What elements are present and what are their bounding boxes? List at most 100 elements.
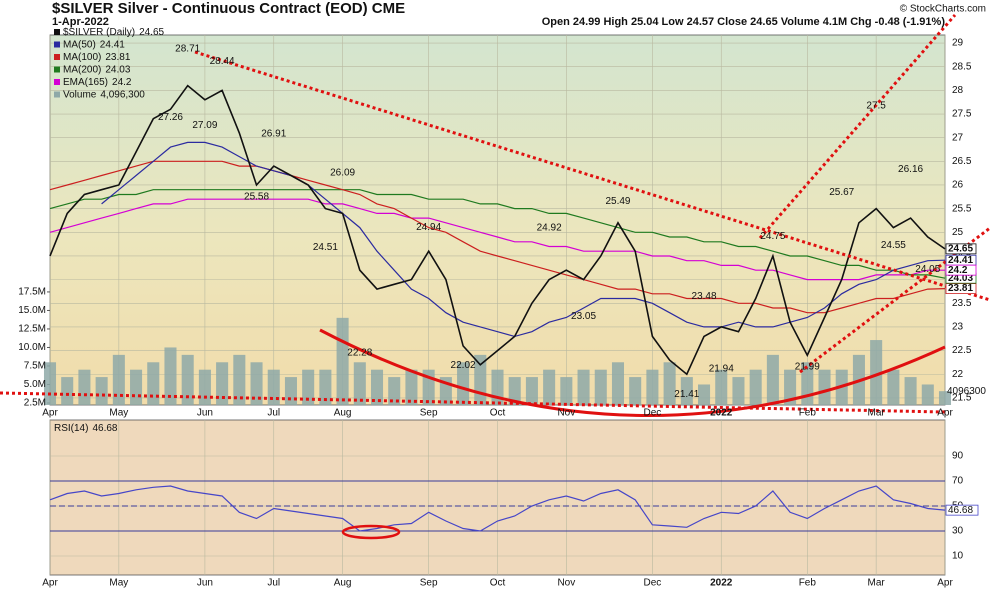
pivot-label: 21.99: [795, 361, 820, 372]
volume-bar: [457, 362, 470, 405]
x-tick-label: Jul: [267, 408, 280, 419]
volume-bar: [938, 391, 952, 405]
pivot-label: 24.94: [416, 222, 441, 233]
legend-entry: MA(50) 24.41: [63, 39, 125, 50]
x-tick-label: Feb: [799, 578, 817, 589]
legend-value: 4,096,300: [100, 89, 145, 100]
chart-date: 1-Apr-2022: [52, 16, 109, 28]
volume-bar: [181, 354, 194, 405]
series-line: [49, 160, 946, 314]
volume-bar: [680, 377, 693, 405]
volume-bar: [543, 369, 556, 405]
x-tick-label: Apr: [42, 578, 58, 589]
volume-bar: [164, 347, 177, 405]
legend-swatch: [54, 41, 60, 48]
volume-bar: [147, 362, 160, 405]
x-tick-label: Jun: [197, 578, 213, 589]
pivot-label: 21.94: [709, 364, 734, 375]
volume-bar: [267, 369, 280, 405]
value-box-label: 24.03: [948, 273, 973, 284]
y-tick-label: 21.5: [952, 393, 972, 404]
pivot-label: 28.71: [175, 43, 200, 54]
x-tick-label: Dec: [644, 408, 662, 419]
trend-line: [194, 50, 990, 302]
legend-name: MA(100): [63, 52, 101, 63]
value-box-label: 24.41: [948, 255, 973, 266]
volume-bar: [353, 362, 366, 405]
x-tick-label: Sep: [420, 578, 438, 589]
series-line: [49, 189, 946, 279]
rounding-arc: [319, 328, 946, 417]
y-tick-label: 15.0M: [18, 305, 46, 316]
pivot-label: 24.92: [537, 223, 562, 234]
volume-bar: [216, 362, 229, 405]
y-tick-label: 29: [952, 38, 964, 49]
volume-bar: [870, 340, 883, 405]
pivot-label: 24.55: [881, 240, 906, 251]
legend-value: 24.41: [100, 39, 125, 50]
volume-bar: [336, 317, 349, 405]
volume-bar: [887, 369, 900, 405]
rsi-highlight: [341, 524, 401, 540]
volume-bar: [233, 354, 246, 405]
volume-bar: [732, 377, 745, 405]
y-tick-label: 26: [952, 180, 964, 191]
pivot-label: 27.09: [192, 120, 217, 131]
rsi-name: RSI(14): [54, 423, 88, 434]
chart-title: $SILVER Silver - Continuous Contract (EO…: [52, 0, 405, 17]
volume-bar: [766, 354, 779, 405]
x-tick-label: Nov: [557, 408, 575, 419]
legend-swatch: [54, 91, 60, 98]
volume-bar: [61, 377, 74, 405]
x-tick-label: Dec: [644, 578, 662, 589]
x-tick-label: Mar: [868, 578, 886, 589]
legend-value: 23.81: [105, 52, 130, 63]
volume-bar: [302, 369, 315, 405]
x-tick-label: May: [109, 408, 128, 419]
y-tick-label: 22: [952, 369, 964, 380]
y-tick-label: 30: [952, 526, 964, 537]
value-box-label: 23.81: [948, 283, 973, 294]
pivot-label: 24.75: [760, 231, 785, 242]
volume-bar: [629, 377, 642, 405]
y-tick-label: 70: [952, 476, 964, 487]
y-tick-label: 5.0M: [24, 379, 46, 390]
x-tick-label: Apr: [937, 408, 953, 419]
value-box: [945, 264, 977, 276]
rsi-legend: RSI(14) 46.68: [54, 423, 118, 434]
quote: Open 24.99 High 25.04 Low 24.57 Close 24…: [542, 16, 946, 28]
pivot-label: 25.58: [244, 191, 269, 202]
x-tick-label: Apr: [937, 578, 953, 589]
series-line: [101, 141, 946, 338]
pivot-label: 22.02: [451, 360, 476, 371]
pivot-label: 28.44: [210, 56, 235, 67]
volume-bar: [95, 377, 108, 405]
volume-bar: [646, 369, 659, 405]
x-tick-label: Jul: [267, 578, 280, 589]
y-tick-label: 2.5M: [24, 398, 46, 409]
pivot-label: 25.49: [605, 196, 630, 207]
trend-line: [758, 14, 957, 239]
pivot-label: 23.48: [692, 291, 717, 302]
volume-bar: [921, 384, 934, 405]
pivot-label: 26.16: [898, 164, 923, 175]
volume-bar: [611, 362, 625, 405]
value-box-label: 24.65: [948, 244, 973, 255]
pivot-label: 27.26: [158, 112, 183, 123]
x-tick-label: 2022: [710, 578, 733, 589]
volume-bar: [749, 369, 762, 405]
legend-value: 24.2: [112, 77, 132, 88]
y-tick-label: 28.5: [952, 61, 972, 72]
pivot-label: 24.51: [313, 242, 338, 253]
plot-layers: [43, 35, 952, 575]
value-box-label: 24.2: [948, 265, 968, 276]
pivot-label: 21.41: [674, 389, 699, 400]
volume-bar: [508, 377, 521, 405]
volume-bar: [112, 354, 125, 405]
y-tick-label: 10: [952, 551, 964, 562]
x-tick-label: 2022: [710, 408, 733, 419]
legend-entry: MA(100) 23.81: [63, 52, 131, 63]
legend-name: Volume: [63, 89, 97, 100]
y-tick-label: 7.5M: [24, 361, 46, 372]
y-tick-label: 25.5: [952, 203, 972, 214]
